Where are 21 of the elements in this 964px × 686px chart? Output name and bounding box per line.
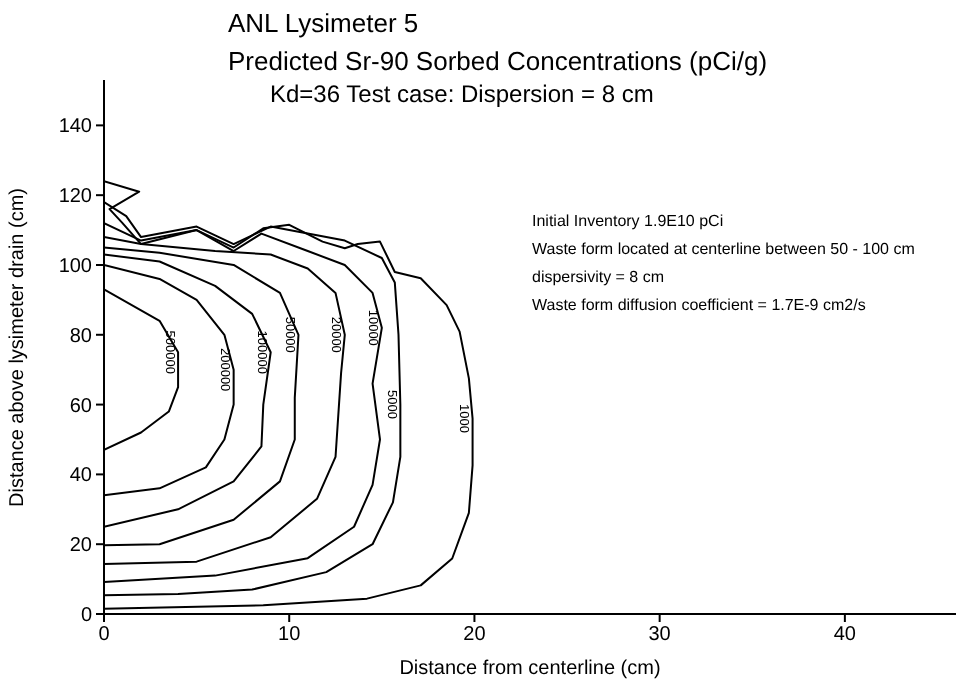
x-tick-label: 30: [648, 624, 672, 647]
y-axis-title: Distance above lysimeter drain (cm): [7, 188, 30, 507]
x-tick-label: 20: [463, 624, 487, 647]
annotation: dispersivity = 8 cm: [532, 266, 667, 290]
y-tick-label: 0: [80, 605, 93, 628]
x-tick-label: 0: [98, 624, 111, 647]
y-tick-label: 60: [69, 395, 93, 418]
annotation: Waste form diffusion coefficient = 1.7E-9 cm2/s: [532, 294, 868, 318]
y-tick-label: 140: [58, 116, 93, 139]
chart-subtitle: Kd=36 Test case: Dispersion = 8 cm: [270, 80, 654, 108]
chart-title: ANL Lysimeter 5 Predicted Sr-90 Sorbed Concentrations (pCi/g): [228, 6, 768, 80]
y-tick-label: 40: [69, 465, 93, 488]
annotation: Initial Inventory 1.9E10 pCi: [532, 210, 726, 234]
x-tick-label: 10: [278, 624, 302, 647]
y-tick-label: 80: [69, 325, 93, 348]
x-tick-label: 40: [833, 624, 857, 647]
y-tick-label: 20: [69, 535, 93, 558]
y-tick-label: 120: [58, 186, 93, 209]
y-tick-label: 100: [58, 256, 93, 279]
annotation: Waste form located at centerline between 50 - 100 cm: [532, 238, 915, 262]
x-axis-title: Distance from centerline (cm): [399, 658, 661, 680]
